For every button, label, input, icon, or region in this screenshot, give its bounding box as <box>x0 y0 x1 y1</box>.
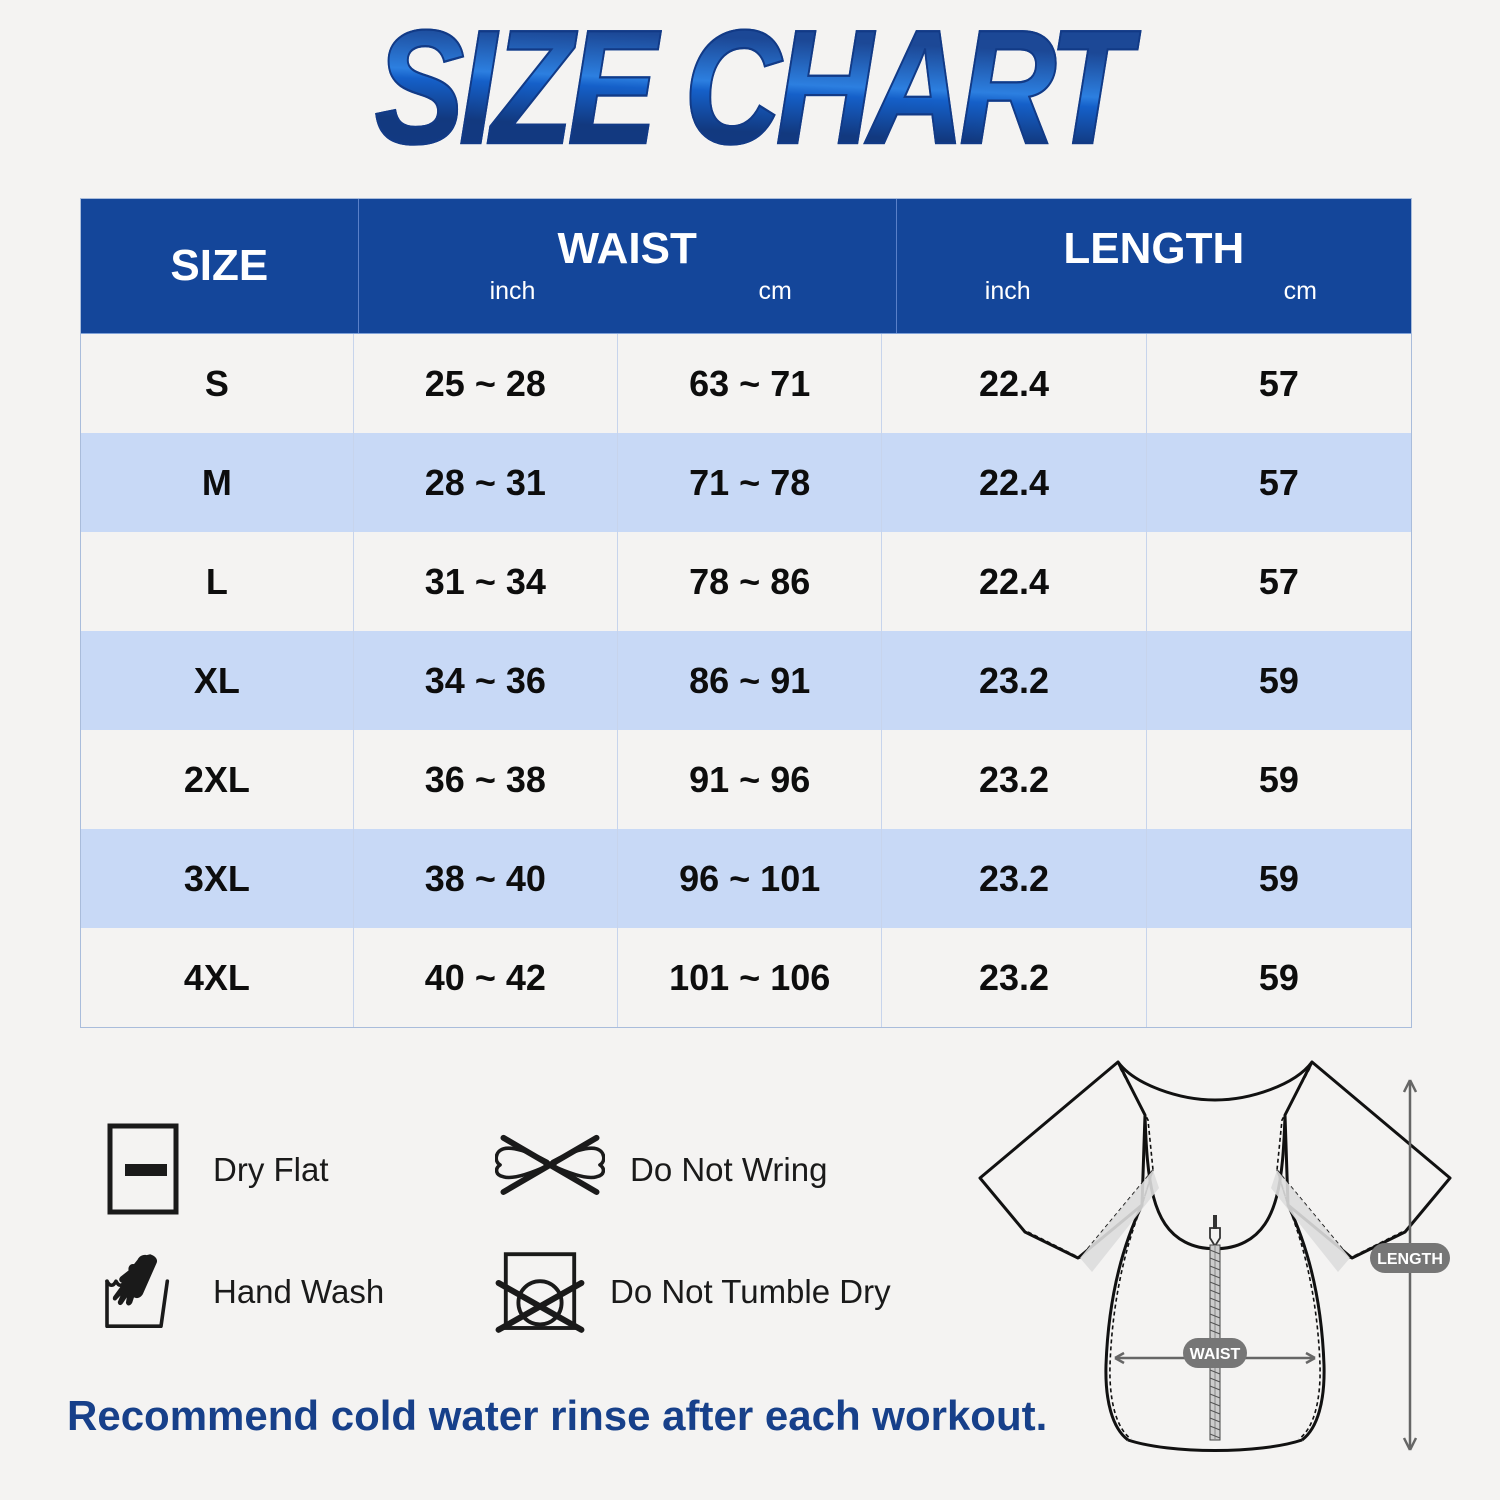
svg-text:WAIST: WAIST <box>1190 1346 1241 1363</box>
svg-text:LENGTH: LENGTH <box>1377 1251 1443 1268</box>
